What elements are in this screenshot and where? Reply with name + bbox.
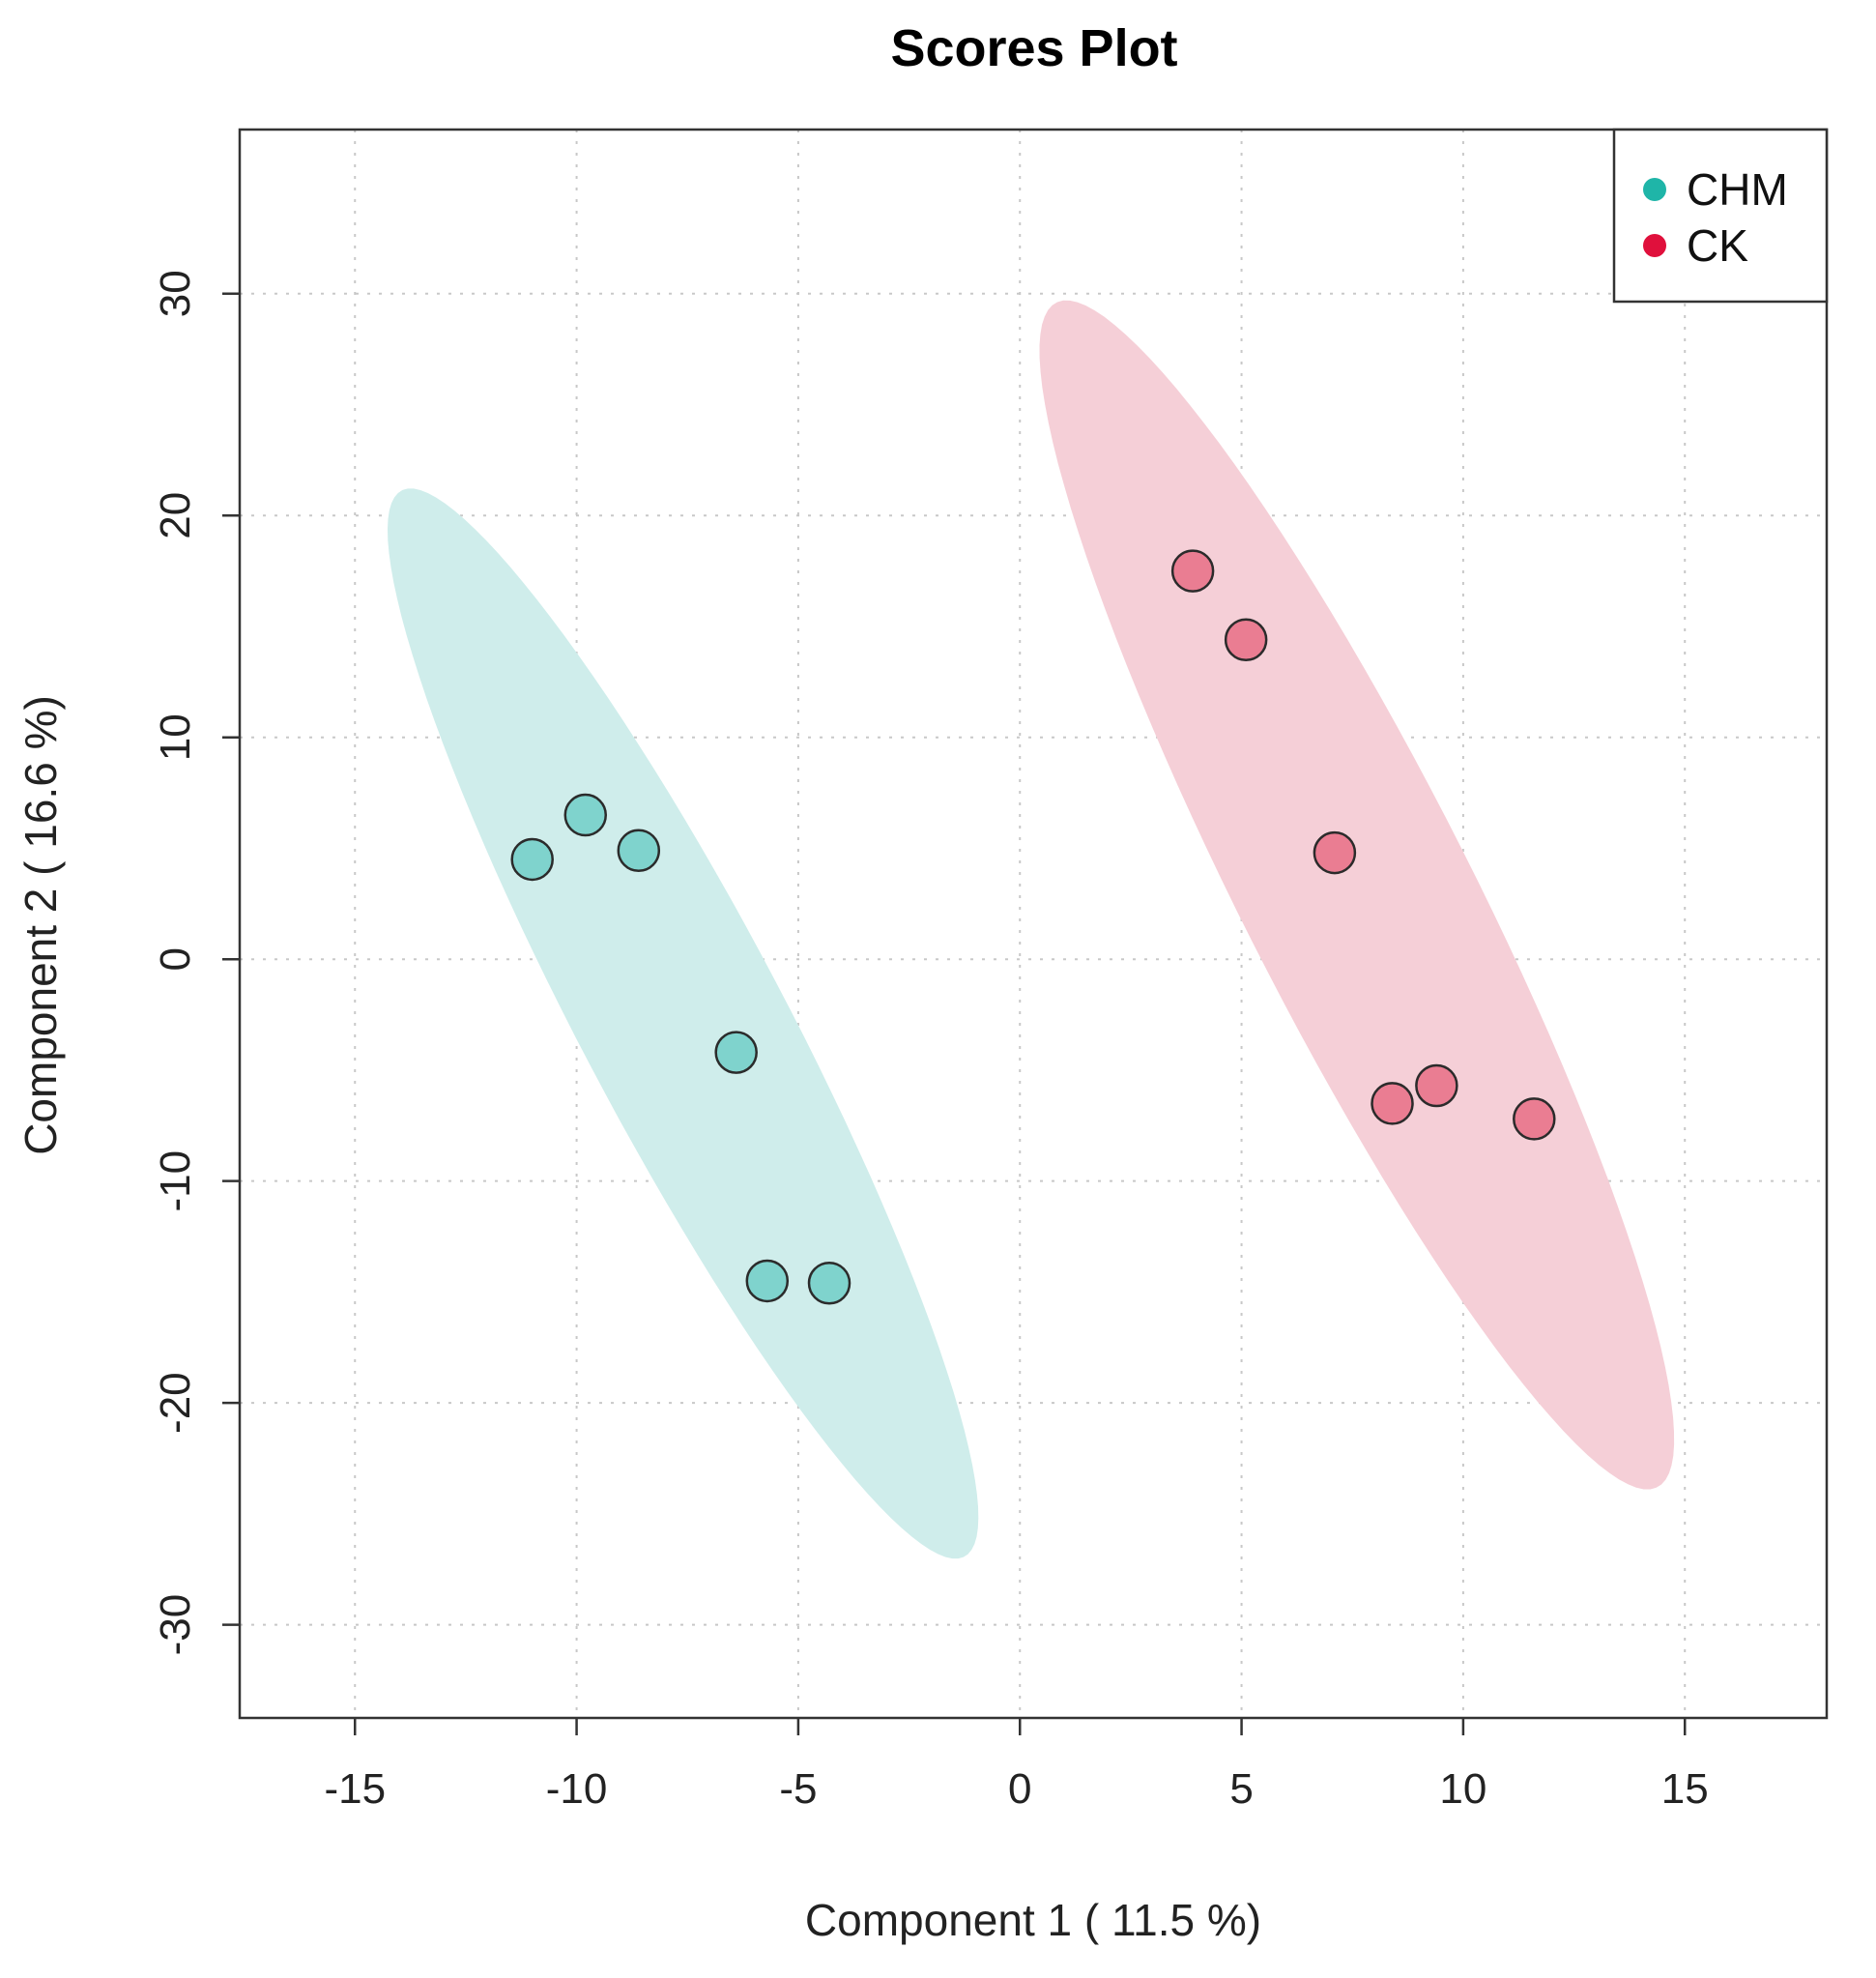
legend-marker-chm (1643, 178, 1666, 201)
x-tick-label-4: 5 (1229, 1765, 1253, 1813)
point-ck-1 (1170, 549, 1215, 593)
x-tick-label-6: 15 (1661, 1765, 1709, 1813)
chart-title: Scores Plot (890, 19, 1177, 77)
point-ck-6 (1513, 1097, 1556, 1141)
legend-label-chm: CHM (1687, 164, 1788, 215)
point-ck-5 (1415, 1063, 1458, 1108)
x-tick-label-1: -10 (546, 1765, 608, 1813)
x-tick-label-3: 0 (1008, 1765, 1031, 1813)
legend-label-ck: CK (1687, 220, 1748, 271)
x-tick-label-0: -15 (324, 1765, 386, 1813)
point-chm-4 (714, 1031, 758, 1074)
point-chm-1 (510, 837, 554, 882)
x-tick-label-5: 10 (1439, 1765, 1486, 1813)
x-tick-label-2: -5 (779, 1765, 817, 1813)
y-tick-label-3: 0 (152, 947, 199, 971)
point-chm-3 (617, 829, 661, 873)
legend-box (1612, 128, 1829, 304)
point-ck-2 (1224, 618, 1268, 662)
point-chm-2 (563, 793, 608, 837)
axes: -15 -10 -5 0 5 10 15 -30 -20 -10 0 10 20 30 (152, 270, 1709, 1813)
ellipse-ck (1039, 300, 1675, 1490)
point-ck-4 (1371, 1082, 1414, 1125)
point-chm-5 (745, 1259, 790, 1303)
y-tick-label-2: -10 (152, 1150, 199, 1212)
y-axis-label: Component 2 ( 16.6 %) (15, 695, 66, 1155)
y-tick-label-5: 20 (152, 492, 199, 539)
y-tick-label-1: -20 (152, 1372, 199, 1434)
data-points (510, 549, 1556, 1305)
point-ck-3 (1313, 830, 1357, 875)
y-tick-label-0: -30 (152, 1594, 199, 1656)
legend-marker-ck (1643, 234, 1666, 257)
plot-frame (238, 128, 1829, 1720)
y-tick-label-4: 10 (152, 713, 199, 761)
point-chm-6 (807, 1261, 851, 1305)
y-tick-label-6: 30 (152, 270, 199, 317)
x-axis-label: Component 1 ( 11.5 %) (805, 1895, 1261, 1945)
